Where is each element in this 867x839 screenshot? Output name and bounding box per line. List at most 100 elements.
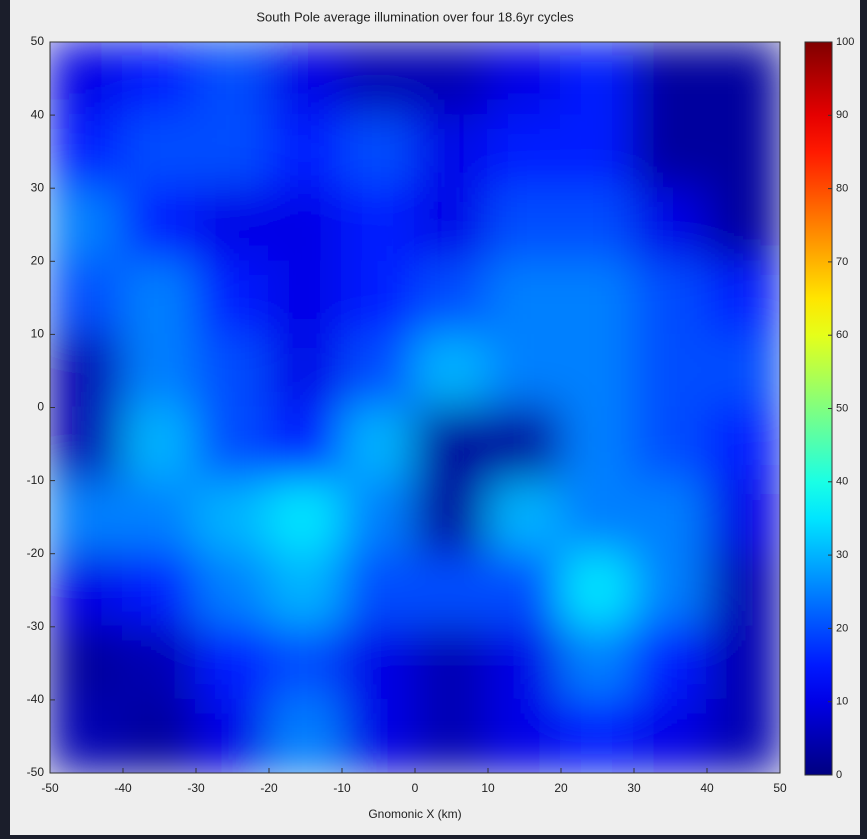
heatmap-cell	[268, 333, 343, 408]
heatmap-cell	[487, 699, 562, 774]
heatmap-cell	[414, 114, 489, 189]
heatmap-cell	[195, 407, 270, 482]
heatmap-cell	[560, 626, 635, 701]
heatmap-cell	[49, 187, 124, 262]
heatmap-cell	[341, 333, 416, 408]
heatmap-cell	[706, 187, 781, 262]
heatmap-cell	[706, 114, 781, 189]
heatmap-cell	[341, 260, 416, 335]
heatmap-cell	[195, 114, 270, 189]
heatmap-cell	[341, 626, 416, 701]
heatmap-cell	[560, 41, 635, 116]
x-tick-label: 0	[412, 781, 419, 795]
heatmap-cell	[560, 553, 635, 628]
heatmap-cell	[560, 699, 635, 774]
x-tick-label: 20	[554, 781, 568, 795]
colorbar-tick-label: 50	[836, 402, 848, 414]
heatmap-cell	[487, 187, 562, 262]
colorbar-tick-label: 30	[836, 549, 848, 561]
heatmap-cell	[633, 553, 708, 628]
heatmap-cell	[560, 407, 635, 482]
heatmap-cell	[633, 114, 708, 189]
colorbar-tick-label: 0	[836, 769, 842, 781]
colorbar-tick-label: 70	[836, 256, 848, 268]
heatmap-cell	[706, 626, 781, 701]
heatmap-cell	[414, 187, 489, 262]
heatmap-cell	[560, 187, 635, 262]
heatmap-cell	[268, 553, 343, 628]
heatmap-cell	[49, 480, 124, 555]
heatmap-cell	[268, 407, 343, 482]
heatmap-cell	[268, 626, 343, 701]
heatmap-cell	[122, 333, 197, 408]
colorbar-tick-label: 100	[836, 36, 854, 48]
heatmap-cell	[122, 699, 197, 774]
heatmap-cell	[633, 480, 708, 555]
heatmap-cell	[560, 260, 635, 335]
heatmap-cell	[195, 333, 270, 408]
heatmap-cell	[268, 480, 343, 555]
heatmap-cell	[268, 114, 343, 189]
colorbar-tick-label: 90	[836, 109, 848, 121]
heatmap-cell	[122, 626, 197, 701]
y-tick-label: 20	[31, 253, 45, 267]
heatmap-cell	[487, 407, 562, 482]
y-tick-label: -30	[27, 619, 45, 633]
y-tick-label: 10	[31, 327, 45, 341]
heatmap-cell	[706, 699, 781, 774]
colorbar-tick-label: 40	[836, 476, 848, 488]
heatmap-cell	[268, 41, 343, 116]
x-tick-label: 50	[773, 781, 787, 795]
heatmap-cell	[122, 480, 197, 555]
heatmap-cell	[706, 260, 781, 335]
heatmap-cell	[706, 480, 781, 555]
heatmap-cell	[414, 480, 489, 555]
x-tick-label: 10	[481, 781, 495, 795]
heatmap-cell	[122, 553, 197, 628]
colorbar	[805, 42, 832, 775]
y-tick-label: 50	[31, 34, 45, 48]
chart-title: South Pole average illumination over fou…	[256, 9, 574, 24]
colorbar-tick-label: 20	[836, 622, 848, 634]
x-tick-label: -10	[333, 781, 351, 795]
heatmap-cell	[560, 114, 635, 189]
heatmap-cell	[633, 626, 708, 701]
heatmap-cell	[560, 480, 635, 555]
heatmap-cell	[633, 699, 708, 774]
heatmap-cell	[195, 480, 270, 555]
heatmap-cell	[706, 41, 781, 116]
heatmap-cell	[49, 260, 124, 335]
heatmap-cell	[268, 187, 343, 262]
y-tick-label: 0	[37, 400, 44, 414]
heatmap-cell	[195, 187, 270, 262]
y-tick-label: 30	[31, 180, 45, 194]
heatmap-cell	[414, 333, 489, 408]
heatmap-cell	[341, 553, 416, 628]
heatmap-cell	[49, 699, 124, 774]
heatmap-cell	[487, 41, 562, 116]
heatmap-cell	[49, 407, 124, 482]
heatmap-cell	[341, 114, 416, 189]
heatmap-cell	[487, 114, 562, 189]
heatmap-cell	[195, 553, 270, 628]
heatmap-cell	[122, 41, 197, 116]
colorbar-tick-label: 80	[836, 183, 848, 195]
x-tick-label: 30	[627, 781, 641, 795]
heatmap-cell	[414, 41, 489, 116]
heatmap-cell	[122, 187, 197, 262]
heatmap-cell	[487, 626, 562, 701]
heatmap-cell	[122, 407, 197, 482]
heatmap-cell	[49, 333, 124, 408]
heatmap-cell	[341, 480, 416, 555]
heatmap-cell	[414, 260, 489, 335]
y-tick-label: -50	[27, 765, 45, 779]
x-tick-label: 40	[700, 781, 714, 795]
heatmap-cell	[49, 114, 124, 189]
heatmap-cell	[414, 553, 489, 628]
colorbar-tick-label: 10	[836, 696, 848, 708]
heatmap-cell	[341, 187, 416, 262]
y-tick-label: -10	[27, 473, 45, 487]
x-tick-label: -20	[260, 781, 278, 795]
heatmap-cell	[487, 260, 562, 335]
heatmap-cell	[633, 333, 708, 408]
